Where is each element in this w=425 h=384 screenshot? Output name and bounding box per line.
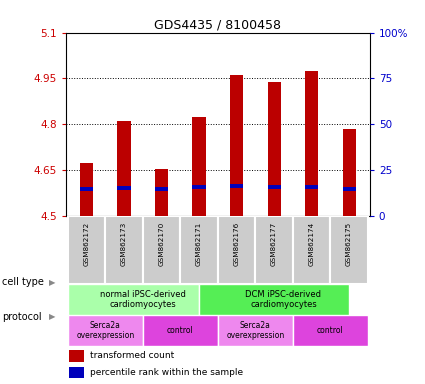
- Text: Serca2a
overexpression: Serca2a overexpression: [76, 321, 134, 340]
- Bar: [255, 216, 293, 284]
- Bar: [199, 284, 349, 315]
- Bar: [155, 187, 168, 191]
- Bar: [218, 216, 255, 284]
- Bar: [293, 216, 330, 284]
- Text: control: control: [167, 326, 194, 335]
- Text: ▶: ▶: [49, 312, 55, 321]
- Bar: [80, 187, 93, 191]
- Text: control: control: [317, 326, 344, 335]
- Text: transformed count: transformed count: [90, 351, 174, 360]
- Bar: [68, 315, 143, 346]
- Text: GSM862177: GSM862177: [271, 222, 277, 266]
- Bar: [105, 216, 143, 284]
- Bar: [80, 162, 93, 216]
- Bar: [68, 216, 105, 284]
- Text: Serca2a
overexpression: Serca2a overexpression: [226, 321, 284, 340]
- Bar: [218, 315, 293, 346]
- Bar: [293, 315, 368, 346]
- Bar: [267, 81, 280, 216]
- Text: percentile rank within the sample: percentile rank within the sample: [90, 368, 243, 377]
- Bar: [305, 71, 318, 216]
- Bar: [155, 169, 168, 216]
- Text: GSM862176: GSM862176: [234, 222, 240, 266]
- Text: GSM862172: GSM862172: [83, 222, 90, 266]
- Bar: [193, 185, 206, 189]
- Bar: [343, 129, 356, 216]
- Text: GSM862171: GSM862171: [196, 222, 202, 266]
- Bar: [117, 121, 130, 216]
- Title: GDS4435 / 8100458: GDS4435 / 8100458: [154, 18, 281, 31]
- Bar: [305, 185, 318, 189]
- Text: GSM862170: GSM862170: [159, 222, 164, 266]
- Text: GSM862174: GSM862174: [309, 222, 314, 266]
- Bar: [68, 284, 199, 315]
- Bar: [180, 216, 218, 284]
- Bar: [230, 184, 243, 188]
- Text: GSM862173: GSM862173: [121, 222, 127, 266]
- Text: cell type: cell type: [2, 277, 44, 287]
- Bar: [143, 216, 180, 284]
- Text: DCM iPSC-derived
cardiomyocytes: DCM iPSC-derived cardiomyocytes: [246, 290, 321, 309]
- Bar: [193, 117, 206, 216]
- Bar: [69, 350, 84, 362]
- Text: protocol: protocol: [2, 312, 42, 322]
- Text: GSM862175: GSM862175: [346, 222, 352, 266]
- Bar: [230, 75, 243, 216]
- Bar: [143, 315, 218, 346]
- Bar: [117, 186, 130, 190]
- Bar: [267, 185, 280, 189]
- Bar: [69, 367, 84, 379]
- Text: ▶: ▶: [49, 278, 55, 287]
- Bar: [330, 216, 368, 284]
- Bar: [343, 187, 356, 191]
- Text: normal iPSC-derived
cardiomyocytes: normal iPSC-derived cardiomyocytes: [100, 290, 186, 309]
